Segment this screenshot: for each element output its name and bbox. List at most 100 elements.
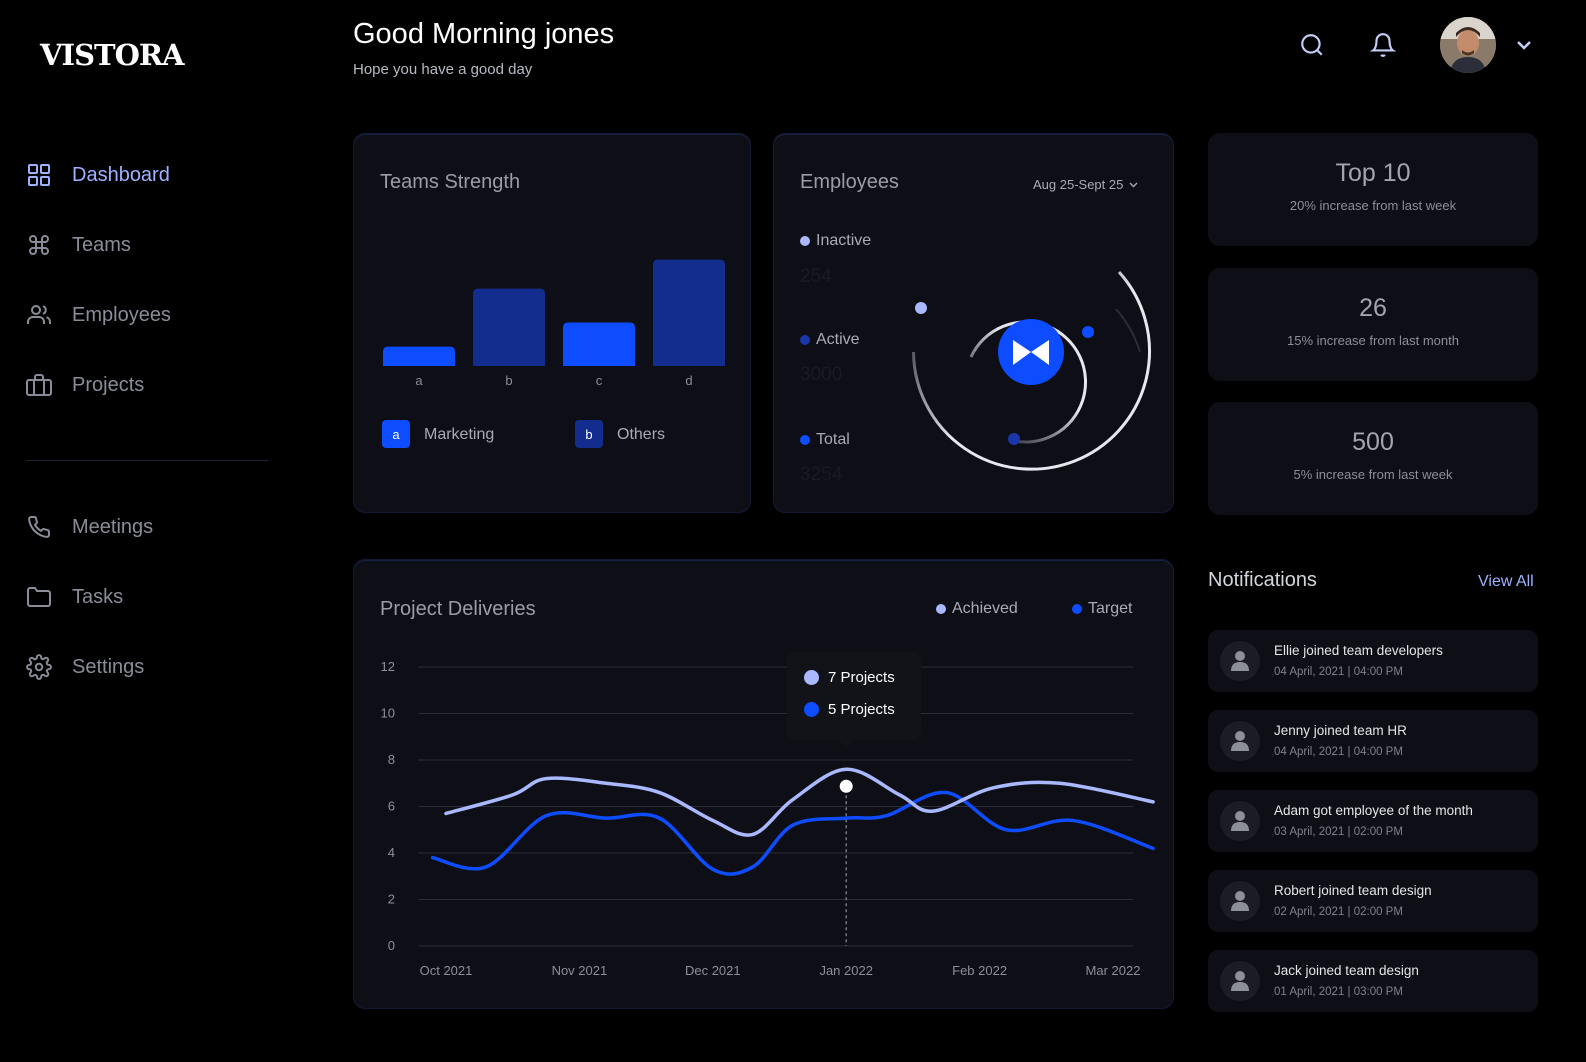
- notification-text: Jenny joined team HR: [1274, 723, 1407, 738]
- stat-value: 254: [800, 266, 832, 287]
- bar-a: [383, 346, 455, 366]
- stat-label: Total: [816, 431, 850, 448]
- sidebar-item-label: Teams: [72, 233, 131, 256]
- y-tick-label: 6: [388, 799, 395, 814]
- notification-text: Ellie joined team developers: [1274, 643, 1443, 658]
- card-title: Employees: [800, 171, 899, 193]
- chevron-down-icon: [1129, 182, 1138, 187]
- notification-time: 04 April, 2021 | 04:00 PM: [1274, 666, 1403, 678]
- notification-time: 01 April, 2021 | 03:00 PM: [1274, 986, 1403, 998]
- y-tick-label: 10: [381, 706, 395, 721]
- stat-card-500: 500 5% increase from last week: [1208, 402, 1538, 515]
- user-avatar-icon: [1220, 881, 1260, 921]
- notification-time: 03 April, 2021 | 02:00 PM: [1274, 826, 1403, 838]
- sidebar-item-employees[interactable]: Employees: [26, 299, 171, 331]
- bar-label: c: [596, 373, 603, 388]
- legend-label: Others: [617, 426, 666, 443]
- y-tick-label: 4: [388, 845, 395, 860]
- stat-value: 3000: [800, 364, 843, 385]
- bar-label: b: [505, 373, 512, 388]
- sidebar-item-label: Dashboard: [72, 163, 170, 186]
- series-line-achieved: [444, 767, 1155, 837]
- tooltip-row: 5 Projects: [804, 701, 895, 718]
- x-tick-label: Dec 2021: [685, 963, 741, 978]
- highlight-point[interactable]: [838, 778, 854, 794]
- notification-text: Adam got employee of the month: [1274, 803, 1473, 818]
- brand-logo[interactable]: VISTORA: [40, 38, 184, 72]
- notification-item[interactable]: Ellie joined team developers 04 April, 20…: [1208, 630, 1538, 692]
- stat-value: 3254: [800, 464, 843, 485]
- notification-item[interactable]: Jack joined team design 01 April, 2021 | …: [1208, 950, 1538, 1012]
- legend-label: Achieved: [952, 600, 1018, 617]
- user-avatar-icon: [1220, 961, 1260, 1001]
- stat-inactive: Inactive: [800, 232, 871, 250]
- date-range-select[interactable]: Aug 25-Sept 25: [1033, 177, 1138, 192]
- phone-icon: [26, 514, 52, 540]
- sidebar-item-label: Meetings: [72, 515, 154, 538]
- stat-value: 26: [1359, 294, 1387, 322]
- bar-label: d: [685, 373, 692, 388]
- gear-icon: [26, 654, 52, 680]
- page-title: Good Morning jones: [353, 18, 615, 50]
- stat-card-26: 26 15% increase from last month: [1208, 268, 1538, 381]
- deliveries-line-chart: 0 2 4 6 8 10 12 Oct 2021 Nov 2021 Dec 2021 Jan 202…: [381, 659, 1155, 978]
- bar-label: a: [415, 373, 423, 388]
- sidebar-item-settings[interactable]: Settings: [26, 651, 144, 683]
- stat-active: Active: [800, 331, 860, 349]
- sidebar-item-meetings[interactable]: Meetings: [26, 511, 153, 543]
- legend-label: Target: [1088, 600, 1133, 617]
- tooltip-pointer: [839, 740, 854, 749]
- x-tick-label: Mar 2022: [1086, 963, 1141, 978]
- legend-dot: [800, 435, 810, 445]
- chevron-down-icon: [1517, 41, 1531, 50]
- y-tick-label: 0: [388, 938, 395, 953]
- notifications-button[interactable]: [1368, 30, 1398, 60]
- user-avatar[interactable]: [1440, 17, 1496, 73]
- legend-dot: [1072, 604, 1082, 614]
- x-tick-label: Jan 2022: [819, 963, 873, 978]
- tooltip-text: 7 Projects: [828, 669, 895, 686]
- legend-dot: [800, 236, 810, 246]
- briefcase-icon: [26, 372, 52, 398]
- tooltip-dot: [804, 670, 819, 685]
- x-tick-label: Feb 2022: [952, 963, 1007, 978]
- teams-bar-chart: a b c d: [383, 259, 725, 388]
- legend-target: Target: [1072, 600, 1132, 618]
- legend-key: a: [382, 420, 410, 448]
- sidebar-item-tasks[interactable]: Tasks: [26, 581, 123, 613]
- notification-item[interactable]: Jenny joined team HR 04 April, 2021 | 04:…: [1208, 710, 1538, 772]
- x-tick-label: Nov 2021: [552, 963, 608, 978]
- account-dropdown[interactable]: [1511, 30, 1537, 60]
- search-button[interactable]: [1297, 30, 1327, 60]
- employees-orbit-graphic: [912, 270, 1151, 471]
- sidebar-item-dashboard[interactable]: Dashboard: [26, 159, 170, 191]
- date-range-label: Aug 25-Sept 25: [1033, 177, 1124, 192]
- notification-item[interactable]: Adam got employee of the month 03 April, …: [1208, 790, 1538, 852]
- bar-c: [563, 322, 635, 366]
- user-avatar-icon: [1220, 641, 1260, 681]
- stat-value: 500: [1352, 428, 1394, 456]
- command-icon: [26, 232, 52, 258]
- users-icon: [26, 302, 52, 328]
- sidebar-item-label: Settings: [72, 655, 145, 678]
- notification-time: 02 April, 2021 | 02:00 PM: [1274, 906, 1403, 918]
- notification-text: Jack joined team design: [1274, 963, 1419, 978]
- stat-desc: 15% increase from last month: [1287, 333, 1459, 348]
- legend-dot: [936, 604, 946, 614]
- view-all-link[interactable]: View All: [1478, 573, 1534, 590]
- sidebar-item-projects[interactable]: Projects: [26, 369, 144, 401]
- bar-d: [653, 259, 725, 366]
- notification-item[interactable]: Robert joined team design 02 April, 2021 …: [1208, 870, 1538, 932]
- tooltip-text: 5 Projects: [828, 701, 895, 718]
- notification-time: 04 April, 2021 | 04:00 PM: [1274, 746, 1403, 758]
- sidebar-item-teams[interactable]: Teams: [26, 229, 131, 261]
- stat-desc: 5% increase from last week: [1293, 467, 1453, 482]
- notifications-title: Notifications: [1208, 569, 1317, 591]
- sidebar-item-label: Employees: [72, 303, 171, 326]
- tooltip-row: 7 Projects: [804, 669, 895, 686]
- x-tick-label: Oct 2021: [420, 963, 473, 978]
- employees-card: Employees Aug 25-Sept 25 Inactive 254 Ac…: [773, 133, 1174, 513]
- stat-label: Active: [816, 331, 860, 348]
- user-avatar-icon: [1220, 721, 1260, 761]
- sidebar-divider: [26, 460, 268, 461]
